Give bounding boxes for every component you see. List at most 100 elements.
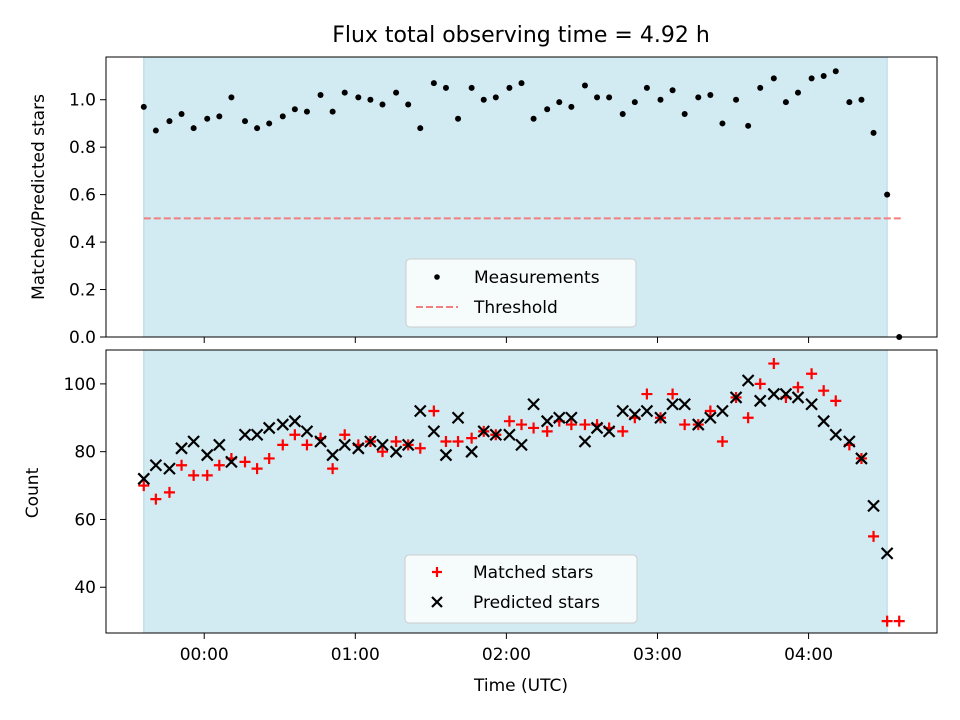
measurement-point [303,108,310,115]
measurement-point [216,113,223,120]
matched-star-point [376,446,388,458]
measurement-point [669,87,676,94]
matched-star-point [414,442,426,454]
measurement-point [204,115,211,122]
predicted-star-point [477,425,491,438]
count-axes-frame [105,349,938,634]
x-tick-label: 01:00 [331,645,380,665]
predicted-star-point [753,394,767,408]
predicted-star-point [352,442,365,455]
predicted-star-point [288,414,302,428]
measurement-point [631,99,638,106]
matched-star-point [541,425,553,437]
matched-star-point [830,395,842,407]
matched-star-point [516,419,527,431]
predicted-star-point [465,445,478,458]
measurement-point [619,110,626,117]
legend-x-icon [431,596,443,608]
matched-star-point [440,436,452,448]
matched-star-point [188,469,200,481]
measurement-point [405,101,412,108]
predicted-star-point [602,425,616,438]
predicted-star-point [314,435,327,448]
ratio-y-axis: 0.0 0.2 0.4 0.6 0.8 1.0 [69,91,106,348]
measurement-point [782,99,789,106]
measurement-point [643,84,650,91]
measurement-point [770,75,777,82]
matched-star-point [818,385,830,397]
predicted-star-point [779,387,793,401]
predicted-star-point [276,418,290,431]
predicted-star-point [867,499,880,513]
measurement-point [367,96,374,103]
count-x-ticks: 00:00 01:00 02:00 03:00 04:00 [180,633,833,665]
ratio-measurements [140,68,903,340]
measurement-point [140,103,147,110]
legend-dot-icon [434,274,440,280]
predicted-star-point [552,411,566,425]
measurement-point [317,91,324,98]
predicted-star-point [716,404,729,418]
matched-star-point [754,378,766,390]
predicted-star-point [250,428,264,442]
predicted-star-point [238,428,252,442]
y-tick-label: 0.2 [69,281,96,301]
y-tick-label: 0.0 [69,328,96,348]
measurement-point [858,96,865,103]
predicted-star-point [843,435,856,448]
legend-threshold: Threshold [473,298,558,318]
predicted-star-point [489,428,503,442]
measurement-point [417,125,424,132]
predicted-star-point [640,404,654,418]
measurement-point [266,120,273,127]
measurement-point [846,99,853,106]
matched-star-point [893,615,905,627]
predicted-star-point [175,442,188,455]
measurement-point [178,110,185,117]
predicted-star-point [149,458,163,472]
predicted-star-point [389,445,403,458]
predicted-star-point [376,438,389,452]
count-legend: Matched stars Predicted stars [404,554,638,624]
count-series [137,358,905,627]
predicted-star-point [439,448,453,462]
measurement-point [166,118,173,125]
matched-star-point [881,615,893,627]
predicted-star-point [654,411,667,425]
measurement-point [480,96,487,103]
predicted-star-point [225,455,238,469]
predicted-star-point [401,438,415,452]
measurement-point [719,120,726,127]
matched-star-point [806,368,818,380]
predicted-star-point [817,414,830,428]
measurement-point [581,82,588,89]
predicted-star-point [527,397,540,411]
matched-star-point [239,456,251,468]
predicted-star-point [540,414,554,428]
predicted-star-point [666,397,679,411]
predicted-star-point [616,404,630,418]
predicted-star-point [213,438,226,452]
predicted-star-point [741,374,755,387]
measurement-point [279,113,286,120]
matched-star-point [277,439,289,451]
x-tick-label: 00:00 [180,645,229,665]
measurement-point [832,68,839,75]
predicted-star-point [413,404,427,418]
measurement-point [544,106,551,113]
predicted-star-point [729,391,743,404]
x-tick-label: 04:00 [784,645,833,665]
matched-star-point [339,429,351,441]
matched-star-point [868,530,880,542]
predicted-star-point [628,408,642,421]
predicted-star-point [565,411,578,425]
predicted-star-point [451,411,465,425]
measurement-point [745,122,752,129]
ratio-panel: 0.0 0.2 0.4 0.6 0.8 1.0 Matched/Predicted sta… [29,56,938,348]
matched-star-point [641,388,653,400]
matched-star-point [176,459,188,471]
measurement-point [492,94,499,101]
legend-predicted: Predicted stars [473,593,600,613]
measurement-point [808,75,815,82]
measurement-point [152,127,159,134]
